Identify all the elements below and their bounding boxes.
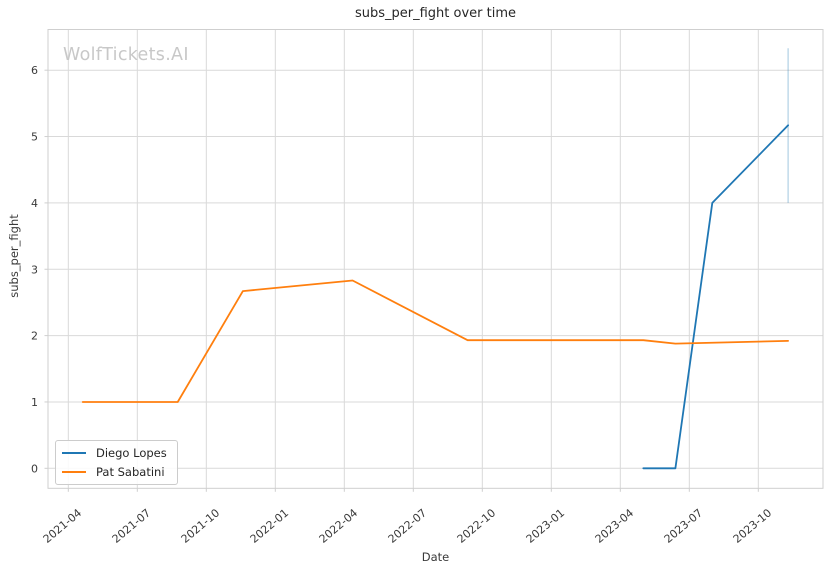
y-tick-label: 1 <box>31 396 38 409</box>
x-tick-label: 2021-07 <box>110 506 154 546</box>
x-tick-label: 2021-10 <box>179 506 223 546</box>
y-axis-label: subs_per_fight <box>7 214 21 298</box>
x-tick-label: 2023-01 <box>524 506 568 546</box>
plot-border <box>47 29 824 489</box>
y-tick-label: 3 <box>31 263 38 276</box>
x-tick-label: 2022-07 <box>386 506 430 546</box>
x-axis-label: Date <box>421 550 450 564</box>
series-line-pat-sabatini <box>81 279 789 403</box>
legend-item-pat-sabatini: Pat Sabatini <box>62 465 167 479</box>
x-tick-label: 2022-10 <box>455 506 499 546</box>
legend-line-swatch-blue <box>62 452 86 454</box>
watermark-text: WolfTickets.AI <box>63 45 189 65</box>
y-tick-label: 5 <box>31 131 38 144</box>
y-tick-label: 6 <box>31 64 38 77</box>
x-tick-label: 2022-04 <box>317 506 361 546</box>
x-tick-label: 2021-04 <box>41 506 85 546</box>
x-tick-label: 2023-07 <box>662 506 706 546</box>
legend-label: Diego Lopes <box>96 446 167 460</box>
x-tick-label: 2023-10 <box>731 506 775 546</box>
x-tick-label: 2022-01 <box>248 506 292 546</box>
y-tick-label: 4 <box>31 197 38 210</box>
x-tick-label: 2023-04 <box>593 506 637 546</box>
legend-label: Pat Sabatini <box>96 465 165 479</box>
series-line-diego-lopes <box>642 124 789 470</box>
legend-line-swatch-orange <box>62 471 86 473</box>
chart-title: subs_per_fight over time <box>354 6 517 21</box>
legend: Diego Lopes Pat Sabatini <box>55 440 178 485</box>
y-tick-label: 2 <box>31 330 38 343</box>
legend-item-diego-lopes: Diego Lopes <box>62 446 167 460</box>
y-tick-label: 0 <box>31 462 38 475</box>
